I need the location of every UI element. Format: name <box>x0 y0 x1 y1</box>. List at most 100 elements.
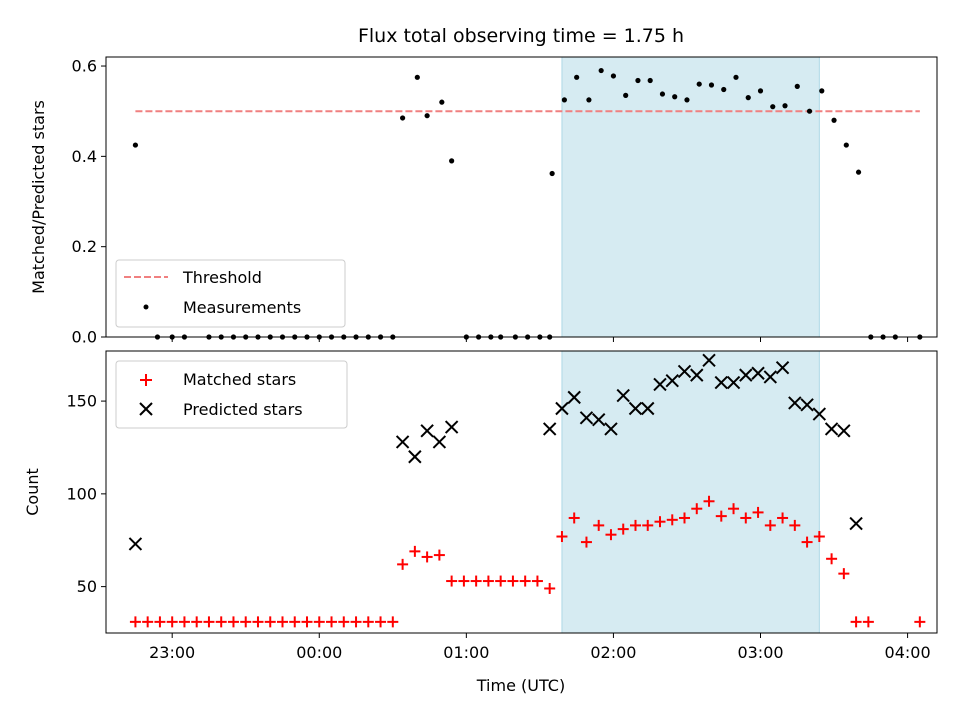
matched-point <box>777 512 789 524</box>
measurement-point <box>794 83 800 89</box>
matched-point <box>740 512 752 524</box>
measurement-point <box>414 74 420 80</box>
matched-point <box>728 503 740 515</box>
predicted-point <box>788 396 802 410</box>
measurement-point <box>733 74 739 80</box>
predicted-point <box>849 516 863 531</box>
bottom-ytick-label: 50 <box>77 577 97 596</box>
predicted-point <box>555 401 569 416</box>
measurement-point <box>684 97 690 103</box>
matched-point <box>252 616 264 628</box>
bottom-ytick-label: 100 <box>66 484 97 503</box>
matched-point <box>397 558 409 570</box>
bottom-y-axis-label: Count <box>23 468 42 516</box>
predicted-point <box>702 353 716 367</box>
matched-point <box>313 616 325 628</box>
measurement-point <box>806 108 813 114</box>
measurement-point <box>549 170 555 177</box>
measurement-point <box>574 74 580 80</box>
bottom-xtick-label: 00:00 <box>296 643 342 662</box>
predicted-point <box>763 370 778 384</box>
measurement-point <box>561 97 567 103</box>
top-y-axis-label: Matched/Predicted stars <box>29 100 48 294</box>
measurement-point <box>635 77 641 84</box>
matched-point <box>129 616 141 628</box>
matched-point <box>801 536 813 548</box>
matched-point <box>666 514 678 526</box>
bottom-xtick-label: 01:00 <box>443 643 489 662</box>
matched-point <box>446 575 458 587</box>
matched-point <box>301 616 313 628</box>
bottom-ytick-label: 150 <box>66 392 97 411</box>
top-ytick-label: 0.6 <box>72 57 97 76</box>
top-ytick-label: 0.4 <box>72 147 97 166</box>
predicted-point <box>714 375 728 390</box>
matched-point <box>914 616 926 628</box>
predicted-point <box>665 373 679 388</box>
matched-point <box>507 575 519 587</box>
measurement-point <box>855 169 862 175</box>
measurement-point <box>598 67 604 74</box>
predicted-point <box>800 398 814 412</box>
measurement-point <box>424 113 430 119</box>
predicted-point <box>751 366 765 380</box>
matched-point <box>654 516 666 528</box>
measurement-point <box>586 97 592 103</box>
predicted-point <box>395 435 410 449</box>
matched-point <box>142 616 154 628</box>
matched-point <box>605 529 617 541</box>
measurement-point <box>745 95 751 101</box>
measurement-point <box>400 115 406 121</box>
predicted-point <box>628 401 643 416</box>
predicted-point <box>641 401 655 416</box>
matched-point <box>715 510 727 522</box>
bottom-marks <box>128 353 926 628</box>
legend-label-measurements: Measurements <box>183 298 301 317</box>
measurement-point <box>449 158 455 164</box>
measurement-point <box>623 92 629 98</box>
matched-point <box>838 568 850 580</box>
measurement-point <box>610 73 617 79</box>
predicted-point <box>444 420 459 434</box>
predicted-point <box>677 364 692 379</box>
matched-point <box>178 616 190 628</box>
top-legend-box <box>115 259 346 328</box>
matched-point <box>375 616 387 628</box>
predicted-point <box>542 422 557 436</box>
top-x-axis-ticks <box>171 337 909 342</box>
bottom-xtick-label: 02:00 <box>590 643 636 662</box>
measurement-point <box>757 88 764 94</box>
matched-point <box>862 616 874 628</box>
matched-point <box>617 523 629 535</box>
measurement-point <box>782 103 788 109</box>
predicted-point <box>653 377 667 392</box>
bottom-legend-box <box>115 360 348 429</box>
matched-point <box>227 616 239 628</box>
predicted-legend-swatch <box>139 402 153 416</box>
matched-point <box>203 616 215 628</box>
top-panel: 0.0 0.2 0.4 0.6 Matched/Predicted stars Thr… <box>29 56 938 347</box>
predicted-point <box>690 368 704 382</box>
matched-point <box>826 553 838 565</box>
matched-point <box>409 545 421 557</box>
matched-point <box>679 512 691 524</box>
predicted-point <box>432 435 447 449</box>
measurements-legend-swatch <box>143 304 149 310</box>
predicted-point <box>604 422 618 436</box>
matched-point <box>264 616 276 628</box>
matched-point <box>326 616 338 628</box>
bottom-xtick-label: 23:00 <box>149 643 195 662</box>
predicted-point <box>592 412 606 427</box>
top-ytick-label: 0.2 <box>72 237 97 256</box>
matched-point <box>556 531 568 543</box>
measurement-point <box>647 77 653 84</box>
matched-point <box>691 503 703 515</box>
top-axes-frame <box>105 56 938 338</box>
predicted-point <box>739 368 753 382</box>
matched-point <box>752 506 764 518</box>
matched-point <box>470 575 482 587</box>
matched-point <box>580 536 592 548</box>
bottom-highlight-span <box>561 350 820 634</box>
